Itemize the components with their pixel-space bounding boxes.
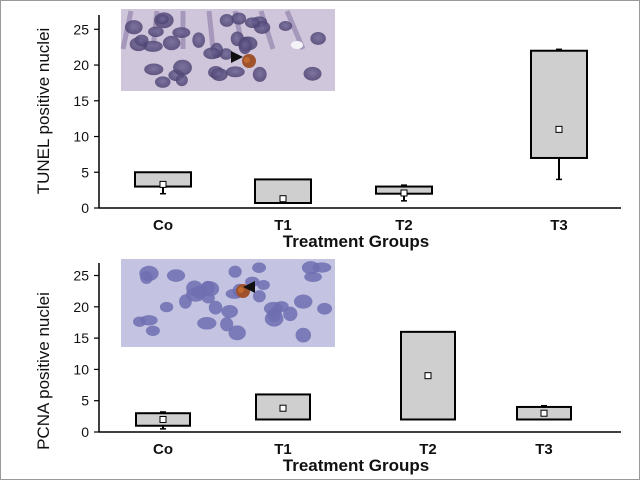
median-marker (540, 409, 548, 417)
box-t1 (254, 178, 312, 204)
positive-nucleus-highlight (244, 57, 250, 63)
cell-nucleus (203, 47, 221, 60)
y-tick-label: 5 (81, 164, 89, 180)
cell-nucleus (238, 38, 252, 55)
cell-nucleus (293, 294, 313, 309)
cell-nucleus (145, 325, 160, 336)
y-tick-label: 5 (81, 393, 89, 409)
cell-nucleus (144, 63, 164, 76)
cell-nucleus (278, 21, 293, 32)
cell-nucleus (231, 12, 247, 25)
cell-nucleus (220, 317, 234, 332)
tunel-micrograph-image (120, 9, 335, 91)
cell-nucleus (252, 262, 267, 273)
y-axis-label: PCNA positive nuclei (34, 292, 53, 450)
positive-nucleus-highlight (238, 287, 244, 293)
arrowhead-icon (243, 281, 255, 293)
category-label: Co (153, 217, 173, 234)
cell-nucleus (257, 279, 270, 291)
category-label: T3 (535, 441, 553, 458)
y-tick-label: 0 (81, 200, 89, 216)
cell-nucleus (166, 269, 186, 282)
cell-nucleus (228, 265, 242, 278)
x-axis-label: Treatment Groups (283, 232, 429, 251)
cell-nucleus (201, 292, 215, 304)
cell-nucleus (301, 261, 320, 275)
cell-nucleus (225, 66, 245, 78)
cell-nucleus (208, 300, 223, 315)
cell-nucleus (219, 13, 234, 27)
cell-nucleus (179, 294, 192, 309)
median-marker (279, 404, 287, 412)
category-label: T2 (395, 217, 413, 234)
cell-nucleus (148, 26, 164, 38)
cell-nucleus (133, 316, 147, 327)
y-axis-label: TUNEL positive nuclei (34, 28, 53, 195)
cell-nucleus (192, 32, 205, 48)
median-marker (555, 125, 563, 133)
y-tick-label: 10 (73, 361, 89, 377)
category-label: T1 (274, 217, 292, 234)
cell-nucleus (304, 271, 322, 282)
arrowhead-icon (231, 51, 243, 63)
y-tick-label: 15 (73, 93, 89, 109)
cell-nucleus (125, 20, 143, 35)
cell-nucleus (295, 327, 312, 343)
cell-nucleus (274, 301, 289, 312)
cell-nucleus (139, 265, 159, 282)
cell-nucleus (154, 76, 171, 88)
pcna-panel: 0 5 10 15 20 25 Co T1 T2 T3 Treatment Groups PCNA p… (34, 259, 621, 475)
median-marker (159, 415, 167, 423)
cell-nucleus (143, 40, 163, 52)
y-tick-label: 20 (73, 299, 89, 315)
cell-nucleus (197, 317, 217, 330)
median-marker (279, 195, 287, 203)
box-t3 (530, 49, 588, 159)
y-tick-label: 0 (81, 424, 89, 440)
x-axis-label: Treatment Groups (283, 456, 429, 475)
vacuole (291, 41, 303, 49)
cell-nucleus (244, 17, 261, 29)
cell-nucleus (264, 310, 284, 327)
cell-nucleus (210, 68, 228, 81)
cell-nucleus (156, 14, 169, 25)
cell-nucleus (134, 34, 149, 47)
cell-nucleus (252, 290, 266, 303)
cell-nucleus (221, 304, 238, 319)
cell-nucleus (175, 74, 188, 87)
median-marker (400, 189, 408, 197)
cell-nucleus (159, 301, 174, 313)
cell-nucleus (252, 66, 267, 82)
cell-nucleus (162, 35, 181, 51)
median-marker (424, 372, 432, 380)
cell-nucleus (317, 302, 333, 315)
tunel-panel: 0 5 10 15 20 25 Co T1 T2 T3 Treatment Groups TUNEL … (34, 9, 621, 251)
median-marker (159, 180, 167, 188)
cell-nucleus (173, 59, 192, 76)
y-tick-label: 15 (73, 330, 89, 346)
y-tick-label: 20 (73, 57, 89, 73)
cell-nucleus (172, 27, 191, 39)
category-label: T3 (550, 217, 568, 234)
cell-nucleus (303, 66, 322, 81)
pcna-micrograph-image (121, 259, 335, 347)
cell-nucleus (310, 31, 326, 45)
tissue-fiber (206, 10, 216, 50)
y-tick-label: 10 (73, 129, 89, 145)
y-tick-label: 25 (73, 21, 89, 37)
category-label: T2 (419, 441, 437, 458)
category-label: T1 (274, 441, 292, 458)
y-tick-label: 25 (73, 268, 89, 284)
category-label: Co (153, 441, 173, 458)
cell-nucleus (228, 325, 246, 341)
